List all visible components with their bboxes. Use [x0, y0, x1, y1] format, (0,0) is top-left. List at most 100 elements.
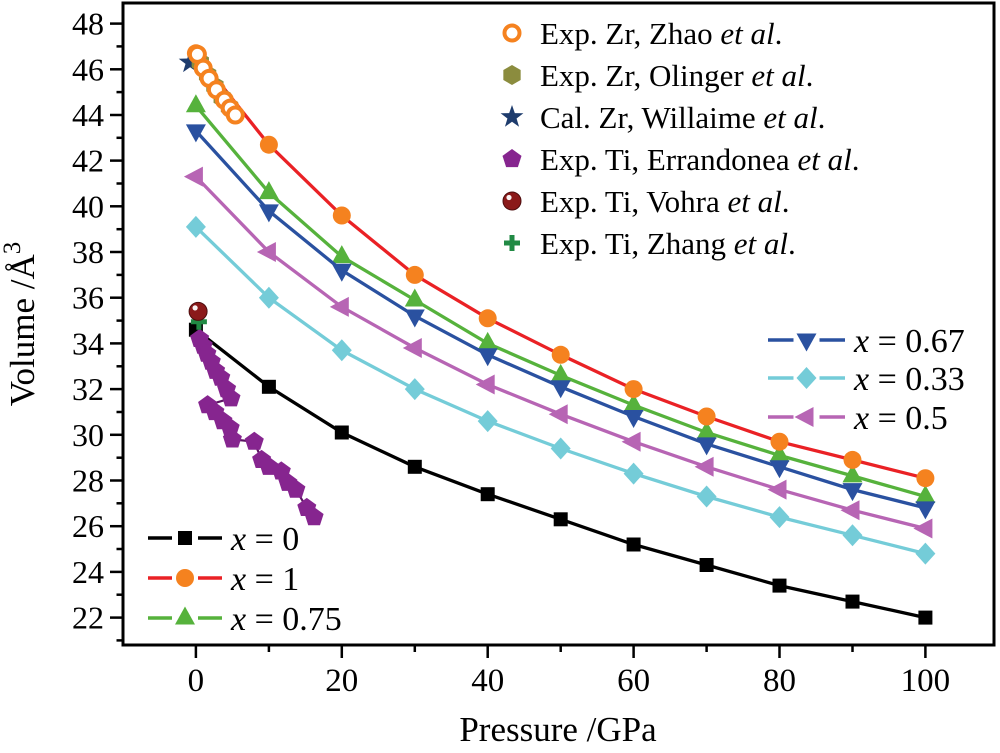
- series-x05-marker: [840, 500, 860, 521]
- series-x0-marker: [480, 487, 495, 502]
- series-x075-marker: [842, 464, 863, 483]
- series-x1: [186, 44, 935, 488]
- legend-label-italic: et al: [797, 142, 851, 177]
- legend-label-italic: et al: [720, 16, 774, 51]
- legend-label-prefix: Exp. Zr, Olinger: [540, 58, 751, 93]
- legend-label-suffix: .: [806, 58, 814, 93]
- series-x075-marker: [550, 363, 571, 382]
- legend-label-suffix: .: [788, 226, 796, 261]
- series-x033-marker: [842, 524, 863, 547]
- series-x05-marker: [548, 404, 568, 425]
- legend-label-italic: x: [853, 400, 869, 437]
- series-x05-marker: [256, 242, 276, 262]
- legend-pentagon-icon: [502, 149, 522, 168]
- legend-label-italic: et al: [728, 184, 782, 219]
- x-tick-label: 20: [325, 663, 358, 699]
- series-x075-marker: [185, 94, 206, 113]
- series-x067-marker: [404, 309, 425, 328]
- series-x075-marker: [404, 288, 425, 307]
- legend-open-circle-icon: [502, 23, 522, 43]
- y-tick-label: 40: [72, 188, 104, 224]
- legend-label: Exp. Zr, Olinger et al.: [540, 58, 813, 93]
- series-x067-marker: [769, 460, 790, 479]
- tick-labels-layer: 22 24 26 28 30 32 34 36 38 40 42 44 46 48 0 20 40 60 80 100: [72, 6, 950, 699]
- legend-label-prefix: Exp. Ti, Zhang: [540, 226, 734, 261]
- plot-frame: [121, 1, 996, 647]
- willaime-marker: [178, 50, 202, 73]
- y-tick-label: 32: [72, 371, 104, 407]
- x-tick-label: 40: [471, 663, 504, 699]
- zhao-marker: [225, 105, 245, 125]
- legend-label-rest: = 1: [246, 561, 299, 598]
- series-x05-marker: [475, 374, 495, 395]
- legend-label: Exp. Zr, Zhao et al.: [540, 16, 782, 51]
- legend-triangle-left-icon: [794, 407, 814, 427]
- series-x05-marker: [329, 296, 349, 317]
- legend-label: Exp. Ti, Zhang et al.: [540, 226, 796, 261]
- legend-label-italic: x: [853, 361, 869, 398]
- experimental-points-layer: [178, 44, 324, 526]
- legend-star-icon: [500, 105, 524, 127]
- series-x075-marker: [696, 421, 717, 439]
- series-x033-marker: [477, 410, 498, 433]
- experiment-zhao: [187, 44, 245, 125]
- x-tick-label: 60: [617, 663, 650, 699]
- series-x067-marker: [550, 380, 571, 399]
- series-x033-marker: [185, 215, 206, 238]
- series-x0-marker: [334, 425, 349, 440]
- y-tick-label: 22: [72, 600, 104, 636]
- x-tick-label: 100: [901, 663, 951, 699]
- legend-label: x = 0.33: [853, 361, 965, 398]
- series-x075-marker: [477, 331, 498, 350]
- legend-square-icon: [178, 531, 192, 545]
- legend-label-italic: et al: [751, 58, 805, 93]
- errandonea-marker: [304, 507, 324, 526]
- legend-label-italic: x: [230, 601, 246, 638]
- series-x0-marker: [626, 537, 641, 552]
- y-tick-label: 38: [72, 234, 104, 270]
- series-x0-marker: [845, 594, 860, 609]
- errandonea-marker: [244, 431, 264, 450]
- series-x075: [185, 94, 936, 503]
- x-tick-label: 0: [188, 663, 205, 699]
- series-x05-marker: [183, 166, 203, 187]
- series-x033-marker: [550, 437, 571, 460]
- legend-label: x = 1: [230, 561, 299, 598]
- series-x067-marker: [477, 348, 498, 367]
- legend-label-italic: et al: [763, 100, 817, 135]
- legend-label-italic: x: [230, 521, 246, 558]
- series-x067-marker: [185, 124, 206, 143]
- series-x1-marker: [843, 450, 862, 469]
- legend-item-x033: x = 0.33: [768, 361, 965, 398]
- legend-label: x = 0.5: [853, 400, 948, 437]
- legend-label: Exp. Ti, Vohra et al.: [540, 184, 790, 219]
- legend-label-italic: et al: [734, 226, 788, 261]
- legend-item-vohra: Exp. Ti, Vohra et al.: [502, 184, 790, 219]
- errandonea-marker: [222, 429, 242, 448]
- series-x033: [185, 215, 936, 565]
- y-tick-label: 44: [72, 97, 104, 133]
- legend-label: x = 0.67: [853, 323, 965, 360]
- series-x075-marker: [623, 393, 644, 412]
- data-series-layer: [183, 44, 936, 625]
- legend-triangle-up-icon: [175, 606, 195, 625]
- legend-label-suffix: .: [852, 142, 860, 177]
- legend-label-suffix: .: [775, 16, 783, 51]
- series-x05-marker: [402, 338, 422, 358]
- series-x0-marker: [261, 379, 276, 394]
- series-x1-marker: [624, 380, 643, 399]
- legend-label-italic: x: [230, 561, 246, 598]
- legend-plus-icon: [504, 235, 520, 251]
- series-x1-marker: [916, 469, 935, 488]
- y-tick-label: 24: [72, 554, 104, 590]
- legend-label: Cal. Zr, Willaime et al.: [540, 100, 825, 135]
- legend-item-zhang: Exp. Ti, Zhang et al.: [504, 226, 796, 261]
- y-tick-label: 28: [72, 463, 104, 499]
- series-x033-marker: [258, 286, 279, 309]
- series-x1-marker: [332, 206, 351, 225]
- legend-label-prefix: Exp. Zr, Zhao: [540, 16, 720, 51]
- series-x05: [183, 166, 933, 539]
- legend-ball-icon: [502, 191, 522, 211]
- series-x075-marker: [915, 485, 936, 503]
